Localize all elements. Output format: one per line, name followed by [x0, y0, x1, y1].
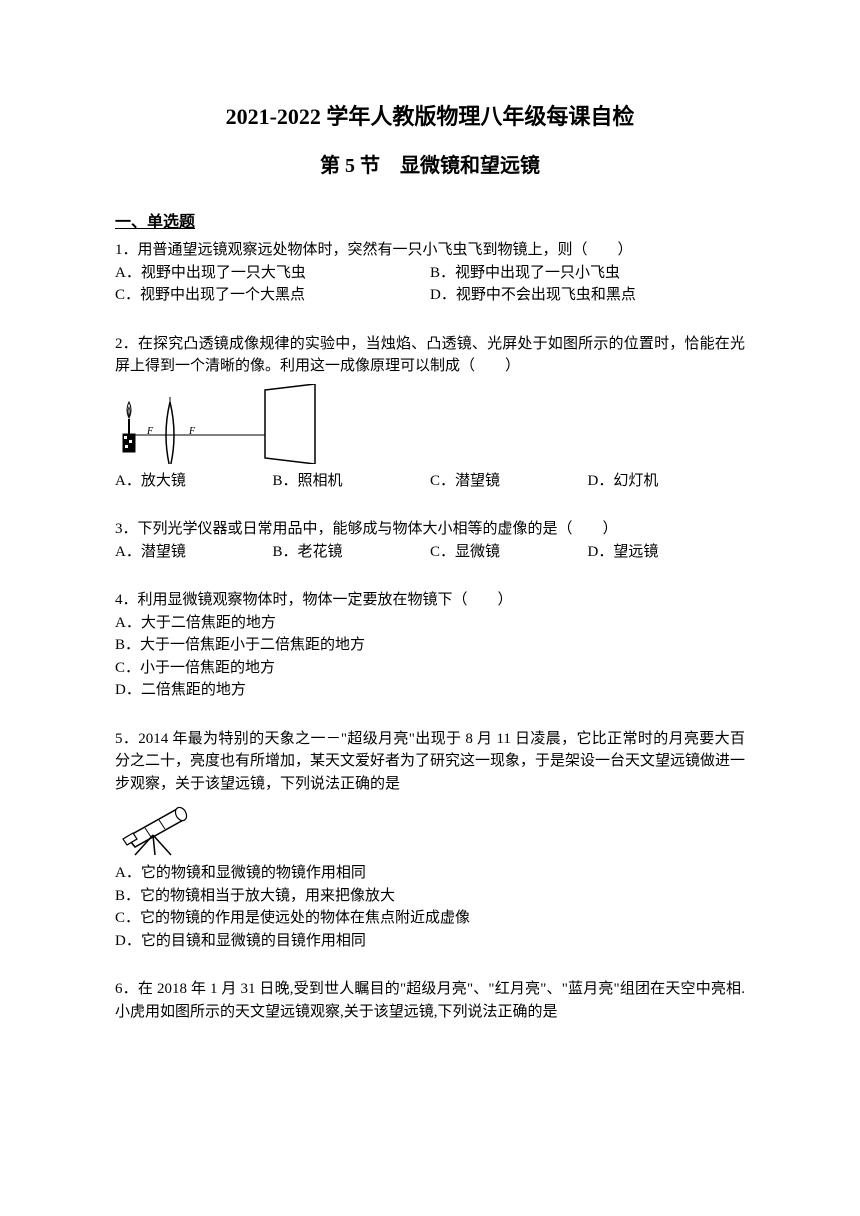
section-header: 一、单选题 — [115, 211, 745, 235]
option-a: A．视野中出现了一只大飞虫 — [115, 262, 430, 285]
lens-diagram: F F — [115, 384, 745, 464]
question-6: 6．在 2018 年 1 月 31 日晚,受到世人瞩目的"超级月亮"、"红月亮"… — [115, 978, 745, 1023]
stem-text: 在 2018 年 1 月 31 日晚,受到世人瞩目的"超级月亮"、"红月亮"、"… — [115, 981, 745, 1020]
option-d: D．它的目镜和显微镜的目镜作用相同 — [115, 930, 745, 953]
option-a: A．大于二倍焦距的地方 — [115, 612, 745, 635]
stem-text: 下列光学仪器或日常用品中，能够成与物体大小相等的虚像的是（ ） — [138, 521, 618, 537]
question-number: 3． — [115, 521, 138, 537]
svg-text:F: F — [188, 426, 196, 437]
question-number: 5． — [115, 731, 138, 747]
option-b: B．老花镜 — [273, 541, 431, 564]
option-c: C．小于一倍焦距的地方 — [115, 657, 745, 680]
question-number: 6． — [115, 981, 138, 997]
svg-text:F: F — [146, 426, 154, 437]
question-number: 2． — [115, 336, 138, 352]
question-4: 4．利用显微镜观察物体时，物体一定要放在物镜下（ ） A．大于二倍焦距的地方 B… — [115, 589, 745, 702]
stem-text: 用普通望远镜观察远处物体时，突然有一只小飞虫飞到物镜上，则（ ） — [138, 242, 633, 258]
question-number: 1． — [115, 242, 138, 258]
question-stem: 2．在探究凸透镜成像规律的实验中，当烛焰、凸透镜、光屏处于如图所示的位置时，恰能… — [115, 333, 745, 378]
option-c: C．潜望镜 — [430, 470, 588, 493]
option-a: A．潜望镜 — [115, 541, 273, 564]
option-b: B．照相机 — [273, 470, 431, 493]
option-b: B．视野中出现了一只小飞虫 — [430, 262, 745, 285]
question-5: 5．2014 年最为特别的天象之一－"超级月亮"出现于 8 月 11 日凌晨，它… — [115, 728, 745, 953]
question-stem: 5．2014 年最为特别的天象之一－"超级月亮"出现于 8 月 11 日凌晨，它… — [115, 728, 745, 796]
main-title: 2021-2022 学年人教版物理八年级每课自检 — [115, 100, 745, 133]
question-number: 4． — [115, 592, 138, 608]
option-a: A．它的物镜和显微镜的物镜作用相同 — [115, 862, 745, 885]
telescope-diagram — [115, 801, 745, 856]
option-b: B．大于一倍焦距小于二倍焦距的地方 — [115, 634, 745, 657]
question-stem: 3．下列光学仪器或日常用品中，能够成与物体大小相等的虚像的是（ ） — [115, 518, 745, 541]
question-stem: 6．在 2018 年 1 月 31 日晚,受到世人瞩目的"超级月亮"、"红月亮"… — [115, 978, 745, 1023]
option-c: C．显微镜 — [430, 541, 588, 564]
question-3: 3．下列光学仪器或日常用品中，能够成与物体大小相等的虚像的是（ ） A．潜望镜 … — [115, 518, 745, 563]
question-2: 2．在探究凸透镜成像规律的实验中，当烛焰、凸透镜、光屏处于如图所示的位置时，恰能… — [115, 333, 745, 493]
stem-text: 在探究凸透镜成像规律的实验中，当烛焰、凸透镜、光屏处于如图所示的位置时，恰能在光… — [115, 336, 745, 375]
option-d: D．视野中不会出现飞虫和黑点 — [430, 284, 745, 307]
option-c: C．它的物镜的作用是使远处的物体在焦点附近成虚像 — [115, 907, 745, 930]
option-b: B．它的物镜相当于放大镜，用来把像放大 — [115, 885, 745, 908]
option-c: C．视野中出现了一个大黑点 — [115, 284, 430, 307]
option-a: A．放大镜 — [115, 470, 273, 493]
question-stem: 1．用普通望远镜观察远处物体时，突然有一只小飞虫飞到物镜上，则（ ） — [115, 239, 745, 262]
option-d: D．幻灯机 — [588, 470, 746, 493]
question-1: 1．用普通望远镜观察远处物体时，突然有一只小飞虫飞到物镜上，则（ ） A．视野中… — [115, 239, 745, 307]
stem-text: 利用显微镜观察物体时，物体一定要放在物镜下（ ） — [138, 592, 513, 608]
option-d: D．二倍焦距的地方 — [115, 679, 745, 702]
question-stem: 4．利用显微镜观察物体时，物体一定要放在物镜下（ ） — [115, 589, 745, 612]
sub-title: 第 5 节 显微镜和望远镜 — [115, 151, 745, 181]
stem-text: 2014 年最为特别的天象之一－"超级月亮"出现于 8 月 11 日凌晨，它比正… — [115, 731, 745, 792]
option-d: D．望远镜 — [588, 541, 746, 564]
